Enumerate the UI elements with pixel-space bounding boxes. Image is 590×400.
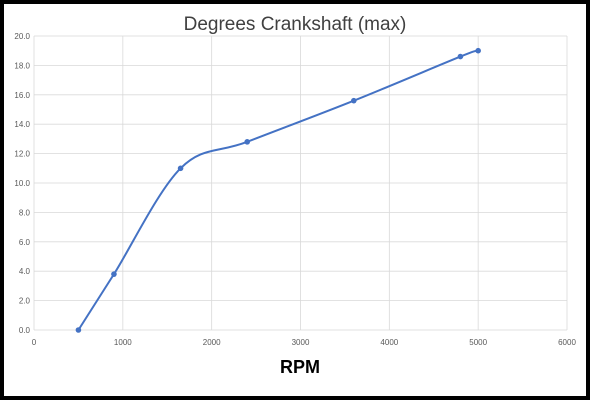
y-tick-label: 8.0: [19, 208, 31, 217]
y-tick-label: 2.0: [19, 297, 31, 306]
chart-title: Degrees Crankshaft (max): [184, 14, 407, 35]
y-tick-label: 18.0: [14, 61, 30, 70]
x-tick-label: 5000: [469, 338, 487, 347]
data-point: [75, 327, 82, 333]
grid-lines: [33, 35, 568, 331]
series-line: [77, 49, 480, 331]
y-tick-label: 10.0: [14, 179, 30, 188]
data-point: [244, 139, 250, 145]
x-tick-label: 0: [32, 338, 37, 347]
x-tick-label: 2000: [203, 338, 221, 347]
y-tick-label: 12.0: [14, 150, 30, 159]
y-tick-label: 4.0: [19, 267, 31, 276]
x-axis-label: RPM: [280, 357, 320, 377]
data-point: [111, 271, 117, 277]
y-tick-label: 6.0: [19, 238, 31, 247]
data-point: [351, 97, 357, 104]
data-point: [457, 53, 464, 60]
series-layer: [75, 47, 481, 333]
tick-labels: 0.0 2.0 4.0 6.0 8.0 10.0 12.0 14.0 16.0 18.0 20.0 0…: [14, 32, 576, 347]
data-point: [475, 47, 481, 54]
x-tick-label: 4000: [380, 338, 398, 347]
x-tick-label: 1000: [114, 338, 132, 347]
data-point: [177, 165, 184, 172]
y-tick-label: 20.0: [14, 32, 30, 41]
line-chart: Degrees Crankshaft (max) 0.0 2.0 4.0 6.0 8.0…: [14, 14, 576, 377]
x-tick-label: 3000: [292, 338, 310, 347]
x-tick-label: 6000: [558, 338, 576, 347]
y-tick-label: 14.0: [14, 120, 30, 129]
y-tick-label: 0.0: [19, 326, 31, 335]
y-tick-label: 16.0: [14, 91, 30, 100]
